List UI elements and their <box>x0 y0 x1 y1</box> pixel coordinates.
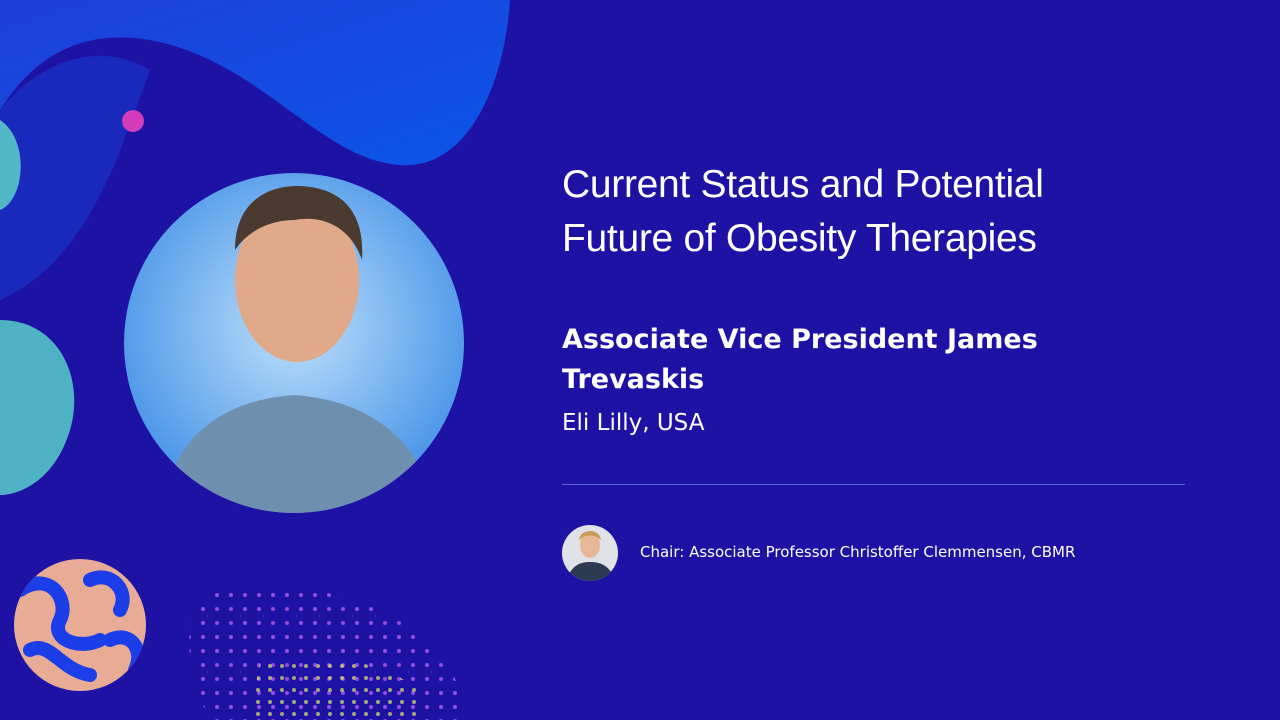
talk-title: Current Status and Potential Future of O… <box>562 158 1044 266</box>
speaker-line: Trevaskis <box>562 364 705 395</box>
speaker-name: Associate Vice President James Trevaskis <box>562 320 1038 400</box>
speaker-line: Associate Vice President James <box>562 324 1038 355</box>
divider <box>562 484 1185 485</box>
title-line: Future of Obesity Therapies <box>562 217 1037 260</box>
affiliation: Eli Lilly, USA <box>562 410 705 436</box>
title-line: Current Status and Potential <box>562 163 1044 206</box>
chair: Chair: Associate Professor Christoffer C… <box>640 543 1076 561</box>
